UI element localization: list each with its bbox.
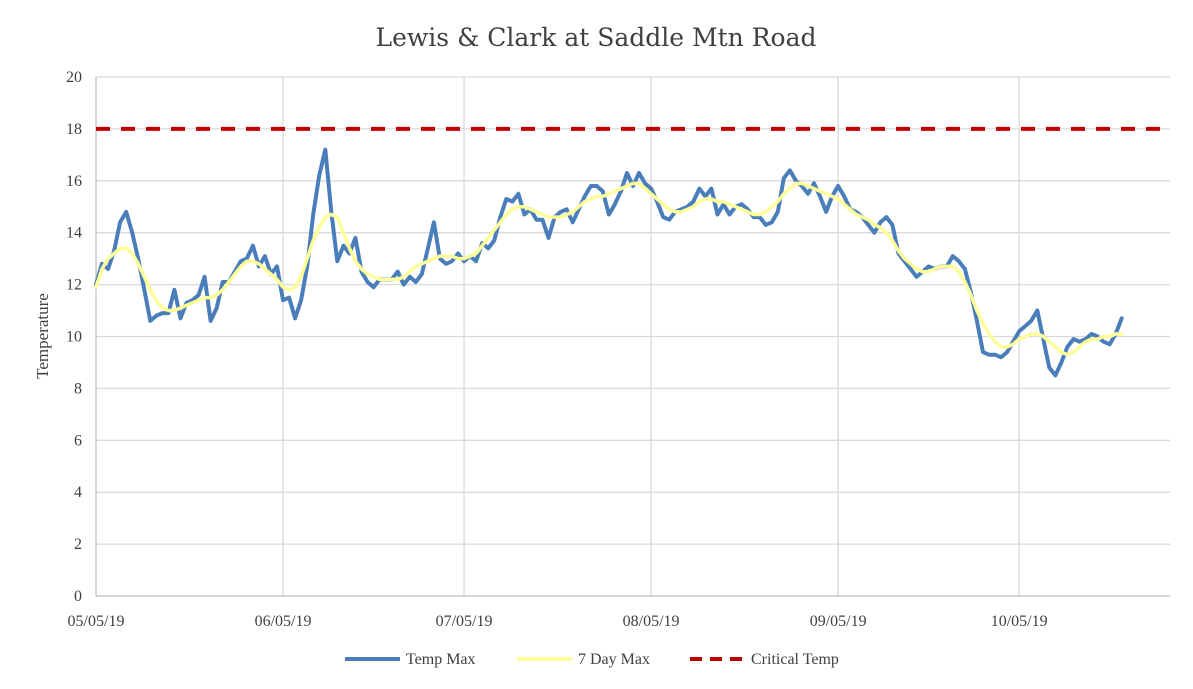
tick-labels: 0 2 4 6 8 10 12 14 16 18 20 05/05/19 06/05/19 07/05/1… xyxy=(66,69,1048,630)
legend-label-critical-temp: Critical Temp xyxy=(751,651,839,668)
y-tick-label: 16 xyxy=(66,173,82,190)
7-day-max-series-line xyxy=(94,181,1124,357)
y-tick-label: 14 xyxy=(66,225,82,242)
x-tick-label: 05/05/19 xyxy=(68,613,125,630)
y-tick-label: 2 xyxy=(74,536,82,553)
x-tick-label: 09/05/19 xyxy=(810,613,867,630)
legend-label-temp-max: Temp Max xyxy=(406,651,476,668)
y-tick-label: 18 xyxy=(66,121,82,138)
legend: Temp Max 7 Day Max Critical Temp xyxy=(345,651,839,668)
series-lines xyxy=(94,126,1170,378)
y-tick-label: 0 xyxy=(74,588,82,605)
y-axis-label: Temperature xyxy=(33,293,52,379)
y-tick-label: 4 xyxy=(74,484,82,501)
x-tick-label: 06/05/19 xyxy=(255,613,312,630)
axes xyxy=(95,77,1170,597)
legend-label-7-day-max: 7 Day Max xyxy=(578,651,650,668)
y-tick-label: 10 xyxy=(66,329,82,346)
chart-title: Lewis & Clark at Saddle Mtn Road xyxy=(376,23,817,52)
temp-max-series-line xyxy=(94,147,1124,378)
x-tick-label: 10/05/19 xyxy=(991,613,1048,630)
y-tick-label: 6 xyxy=(74,432,82,449)
y-tick-label: 12 xyxy=(66,277,82,294)
x-tick-label: 08/05/19 xyxy=(623,613,680,630)
y-tick-label: 20 xyxy=(66,69,82,86)
y-tick-label: 8 xyxy=(74,380,82,397)
x-tick-label: 07/05/19 xyxy=(436,613,493,630)
